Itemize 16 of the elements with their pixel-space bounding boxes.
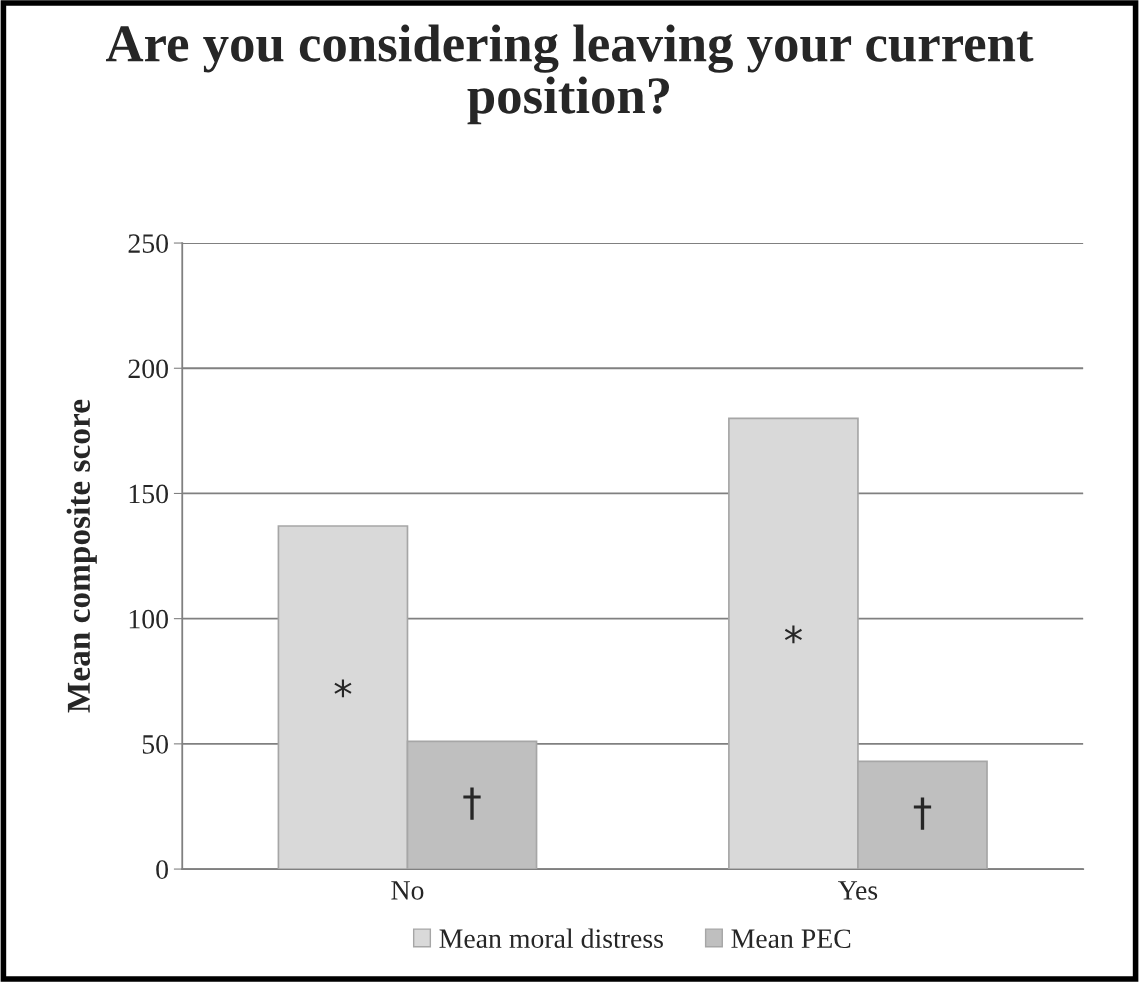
data-label: † (913, 797, 932, 830)
data-label: † (463, 787, 481, 820)
y-tick-label: 100 (129, 609, 168, 629)
y-axis-title: Mean composite score (66, 399, 97, 713)
y-tick-label: 50 (142, 735, 168, 754)
y-tick-label: 250 (128, 234, 168, 253)
y-tick-label: 200 (128, 359, 168, 379)
y-tick-label: 150 (129, 484, 168, 504)
chart-title: Are you considering leaving your current position? (105, 24, 1034, 125)
x-tick-label: Yes (838, 881, 878, 900)
legend-label: Mean moral distress (439, 928, 663, 949)
data-label: * (784, 625, 802, 644)
y-tick-label: 0 (156, 860, 168, 879)
x-tick-label: No (391, 881, 424, 900)
legend-label: Mean PEC (731, 929, 851, 949)
data-label: * (334, 679, 352, 698)
